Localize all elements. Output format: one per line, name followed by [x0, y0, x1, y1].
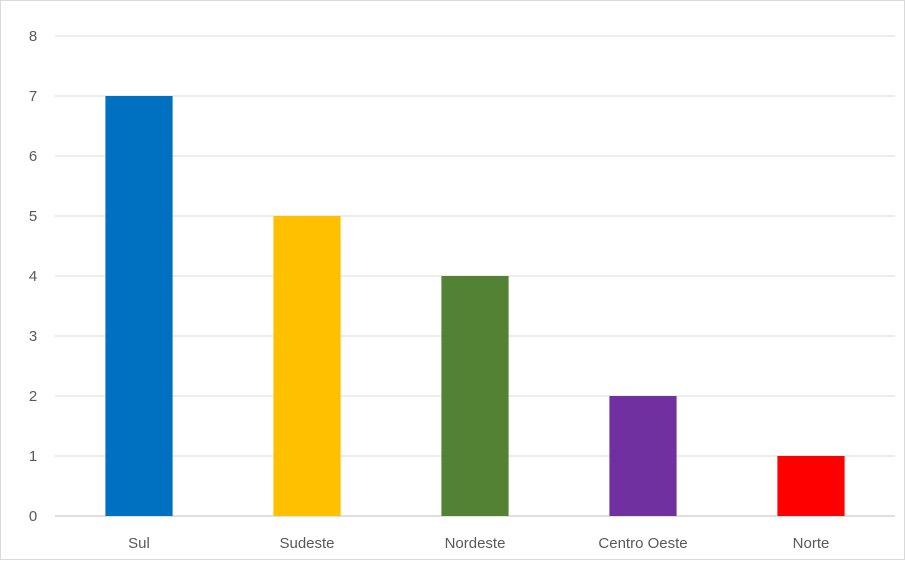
y-tick-label: 7	[29, 88, 37, 105]
bar-sul	[105, 96, 173, 516]
bar-sudeste	[273, 216, 341, 516]
y-tick-label: 4	[29, 268, 37, 285]
y-axis-ticks: 0 1 2 3 4 5 6 7 8	[29, 28, 37, 525]
y-tick-label: 1	[29, 448, 37, 465]
y-tick-label: 6	[29, 148, 37, 165]
bar-nordeste	[441, 276, 509, 516]
bar-centro-oeste	[609, 396, 677, 516]
x-axis-ticks: Sul Sudeste Nordeste Centro Oeste Norte	[128, 535, 829, 552]
bars	[105, 96, 845, 516]
y-tick-label: 2	[29, 388, 37, 405]
x-tick-label: Sul	[128, 535, 150, 552]
y-tick-label: 3	[29, 328, 37, 345]
x-tick-label: Nordeste	[445, 535, 506, 552]
x-tick-label: Sudeste	[279, 535, 334, 552]
x-tick-label: Norte	[793, 535, 830, 552]
x-tick-label: Centro Oeste	[598, 535, 687, 552]
y-tick-label: 5	[29, 208, 37, 225]
y-tick-label: 0	[29, 508, 37, 525]
bar-norte	[777, 456, 845, 516]
y-tick-label: 8	[29, 28, 37, 45]
